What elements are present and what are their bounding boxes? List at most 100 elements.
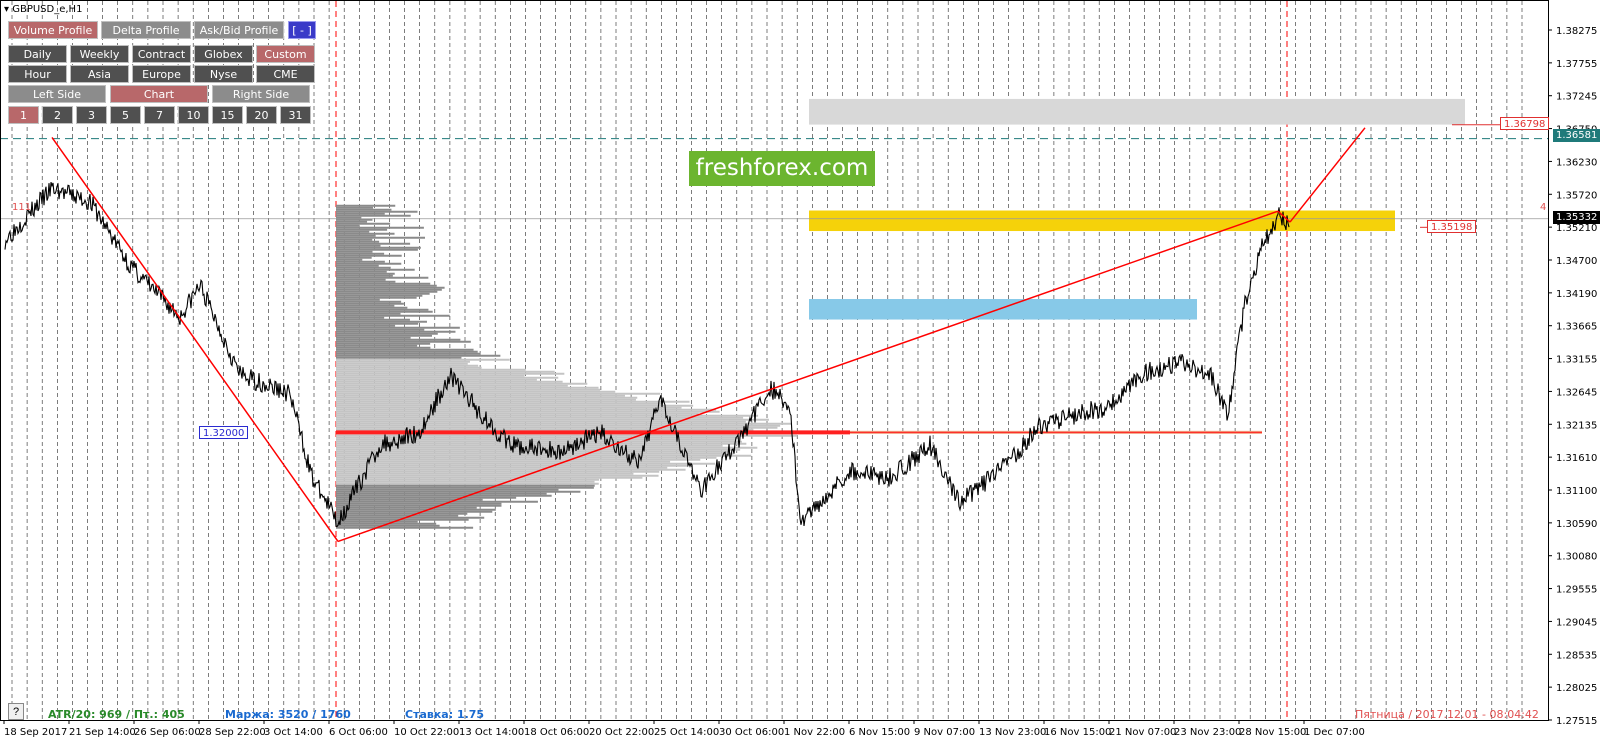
price-tick-label: 1.30590: [1556, 519, 1597, 530]
volume-bar: [336, 222, 391, 225]
volume-bar: [336, 400, 690, 403]
toolbar-button-globex[interactable]: Globex: [194, 45, 253, 63]
toolbar-button-20[interactable]: 20: [246, 106, 277, 124]
toolbar-button-daily[interactable]: Daily: [8, 45, 67, 63]
plot-frame: [0, 0, 1549, 721]
volume-bar: [336, 458, 701, 461]
price-tick-label: 1.34190: [1556, 289, 1597, 300]
time-tick-label: 18 Sep 2017: [4, 727, 67, 738]
volume-bar: [336, 506, 477, 509]
toolbar-button-1[interactable]: 1: [8, 106, 39, 124]
price-tick-label: 1.38275: [1556, 26, 1597, 37]
volume-bar: [336, 456, 717, 459]
trend-lines: [51, 127, 1366, 543]
toolbar-button-volume-profile[interactable]: Volume Profile: [8, 21, 98, 39]
trend-line-segment: [1289, 127, 1366, 223]
volume-bar: [336, 450, 730, 453]
volume-bar: [336, 526, 474, 529]
toolbar-button-right-side[interactable]: Right Side: [212, 85, 310, 103]
volume-bar: [336, 226, 424, 229]
volume-bar: [336, 218, 373, 221]
volume-bar: [336, 328, 425, 331]
freshforex-logo: freshforex.com: [689, 151, 875, 186]
toolbar-button-ask-bid-profile[interactable]: Ask/Bid Profile: [194, 21, 284, 39]
volume-bar: [336, 478, 600, 481]
margin-status: Маржа: 3520 / 1760: [225, 708, 351, 721]
volume-bar: [336, 376, 559, 379]
volume-bar: [336, 402, 662, 405]
trend-line-segment: [51, 136, 339, 542]
toolbar-button-asia[interactable]: Asia: [70, 65, 129, 83]
volume-bar: [336, 424, 781, 427]
gray-zone: [809, 98, 1465, 125]
toolbar-button-collapse[interactable]: [ - ]: [288, 21, 316, 39]
volume-bar: [336, 490, 581, 493]
time-tick-label: 26 Sep 06:00: [134, 727, 201, 738]
price-tick-label: 1.28025: [1556, 683, 1597, 694]
price-tick-label: 1.35720: [1556, 190, 1597, 201]
volume-bar: [336, 330, 456, 333]
volume-bar: [336, 322, 419, 325]
volume-bar: [336, 214, 411, 217]
volume-bar: [336, 518, 469, 521]
volume-bar: [336, 344, 418, 347]
toolbar-button-hour[interactable]: Hour: [8, 65, 67, 83]
volume-bar: [336, 452, 734, 455]
volume-bar: [336, 342, 431, 345]
volume-bar: [336, 318, 410, 321]
volume-bar: [336, 360, 470, 363]
toolbar-button-custom[interactable]: Custom: [256, 45, 315, 63]
time-tick-label: 6 Oct 06:00: [329, 727, 388, 738]
toolbar-button-chart[interactable]: Chart: [110, 85, 208, 103]
toolbar-button-2[interactable]: 2: [42, 106, 73, 124]
toolbar-button-delta-profile[interactable]: Delta Profile: [101, 21, 191, 39]
volume-bar: [336, 366, 482, 369]
dashed-level-price-label: 1.36581: [1553, 129, 1600, 142]
volume-bar: [336, 504, 502, 507]
toolbar-button-7[interactable]: 7: [144, 106, 175, 124]
volume-bar: [336, 262, 402, 265]
toolbar-button-3[interactable]: 3: [76, 106, 107, 124]
volume-bar: [336, 398, 636, 401]
price-tick-label: 1.33665: [1556, 322, 1597, 333]
volume-bar: [336, 454, 752, 457]
help-button[interactable]: ?: [8, 703, 24, 720]
price-tick-label: 1.31100: [1556, 486, 1597, 497]
volume-bar: [336, 388, 601, 391]
toolbar-button-cme[interactable]: CME: [256, 65, 315, 83]
volume-bar: [336, 276, 429, 279]
toolbar-button-10[interactable]: 10: [178, 106, 209, 124]
toolbar-button-weekly[interactable]: Weekly: [70, 45, 129, 63]
volume-bar: [336, 354, 501, 357]
volume-bar: [336, 468, 686, 471]
volume-bar: [336, 484, 595, 487]
time-tick-label: 21 Sep 14:00: [69, 727, 136, 738]
toolbar-button-5[interactable]: 5: [110, 106, 141, 124]
volume-bar: [336, 374, 525, 377]
toolbar-button-15[interactable]: 15: [212, 106, 243, 124]
volume-bar: [336, 334, 432, 337]
volume-bar: [336, 332, 438, 335]
volume-bar: [336, 426, 778, 429]
toolbar-button-nyse[interactable]: Nyse: [194, 65, 253, 83]
volume-bar: [336, 502, 502, 505]
toolbar-button-left-side[interactable]: Left Side: [8, 85, 106, 103]
volume-bar: [336, 324, 396, 327]
volume-bar: [336, 480, 595, 483]
time-tick-label: 9 Nov 07:00: [914, 727, 975, 738]
volume-bar: [336, 464, 689, 467]
yellow-zone-price-label: 1.35198: [1427, 220, 1477, 233]
current-price-label: 1.35332: [1553, 211, 1600, 224]
volume-bar: [336, 248, 418, 251]
menu-triangle-icon[interactable]: ▾: [4, 4, 10, 15]
toolbar-button-31[interactable]: 31: [280, 106, 311, 124]
yellow-zone: [809, 210, 1395, 232]
price-tick-label: 1.31610: [1556, 453, 1597, 464]
toolbar-button-contract[interactable]: Contract: [132, 45, 191, 63]
toolbar-button-europe[interactable]: Europe: [132, 65, 191, 83]
volume-bar: [336, 410, 720, 413]
volume-bar: [336, 310, 433, 313]
volume-bar: [336, 420, 746, 423]
volume-bar: [336, 224, 360, 227]
